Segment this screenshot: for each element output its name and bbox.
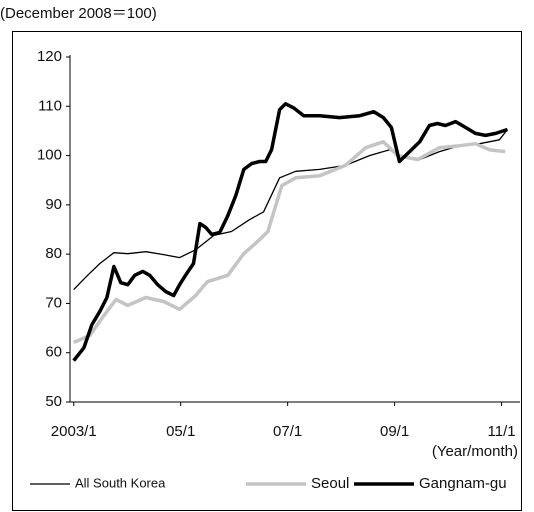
series-line [72, 102, 508, 362]
y-tick-label: 100 [37, 147, 62, 164]
x-axis-label: (Year/month) [432, 443, 518, 460]
legend-label: Seoul [311, 475, 349, 492]
y-tick-label: 90 [45, 196, 62, 213]
y-tick-label: 110 [38, 97, 62, 114]
y-tick-label: 80 [45, 245, 62, 262]
chart-frame [12, 31, 522, 511]
legend-label: Gangnam-gu [419, 475, 507, 492]
x-tick-label: 07/1 [273, 423, 302, 440]
x-tick-label: 09/1 [380, 423, 409, 440]
y-tick-label: 50 [45, 393, 62, 410]
chart-subtitle: (December 2008＝100) [0, 5, 157, 22]
y-tick-label: 60 [45, 344, 62, 361]
x-tick-label: 11/1 [488, 423, 516, 440]
y-tick-label: 120 [37, 48, 62, 65]
x-tick-label: 05/1 [166, 423, 195, 440]
series-line [73, 140, 506, 345]
y-tick-label: 70 [45, 294, 62, 311]
legend-label: All South Korea [75, 475, 166, 490]
x-tick-label: 2003/1 [51, 423, 97, 440]
series-line [73, 129, 508, 291]
